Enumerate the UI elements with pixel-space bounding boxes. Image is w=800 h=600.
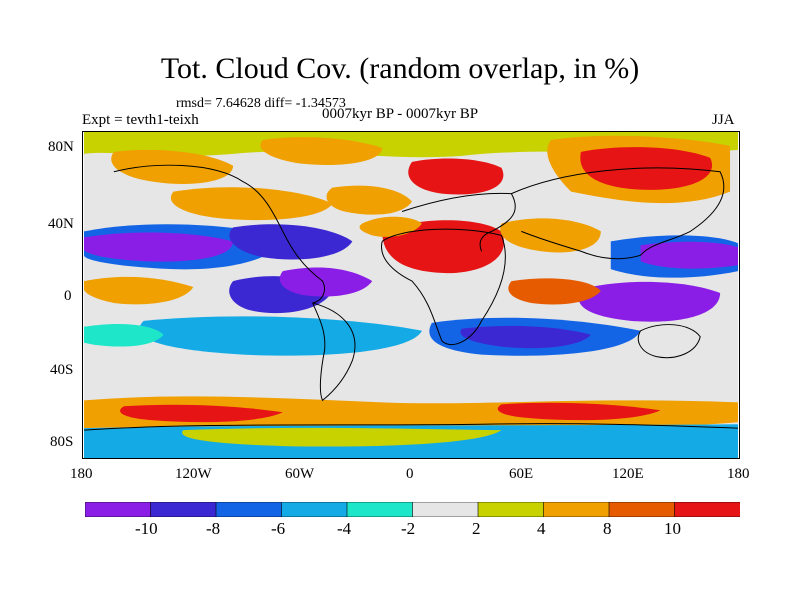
patch-sepac-teal [84,324,164,347]
patch-amazon-purple [279,267,373,297]
stats-label: rmsd= 7.64628 diff= -1.34573 [176,96,346,111]
lon-tick-60e: 60E [509,466,534,482]
colorbar-label: -8 [206,519,221,538]
lon-tick-180w: 180 [70,466,93,482]
patch-sahara-red [382,220,504,274]
cloud-cover-map [82,131,740,459]
colorbar [85,502,740,517]
patch-antarctica-yellow [182,427,502,447]
colorbar-label: 10 [664,519,681,538]
coast-africa [381,228,506,346]
patch-centam-blue [229,224,353,260]
patch-arabia-orange [500,218,601,253]
patch-spac-cyan [139,316,422,356]
lon-tick-0: 0 [406,466,414,482]
period-label: 0007kyr BP - 0007kyr BP [322,106,479,122]
lon-tick-120w: 120W [175,466,212,482]
colorbar-bin [543,502,610,517]
colorbar-bin [477,502,545,517]
patch-europe-red [408,158,504,195]
patch-sio-purple [460,325,591,349]
colorbar-bin [281,502,348,517]
colorbar-bin [608,502,676,517]
lat-tick-80n: 80N [48,139,74,155]
coast-australia [637,324,701,359]
lat-tick-40s: 40S [50,362,74,378]
patch-npac-orange [170,187,333,221]
colorbar-bin [346,502,414,517]
patch-so-red-a [120,404,283,423]
colorbar-bin [150,502,217,517]
anomaly-patches [84,132,738,458]
season-label: JJA [712,112,735,128]
colorbar-bin [215,502,283,517]
colorbar-label: 8 [603,519,612,538]
patch-greenland-orange [260,137,383,166]
patch-wpac-purple [640,241,738,269]
patch-natl-orange [326,185,412,215]
colorbar-bin [674,502,740,517]
patch-nepac-purple [84,232,234,262]
coastlines [83,164,739,431]
colorbar-bin [412,502,479,517]
lat-tick-0: 0 [64,288,72,304]
lon-tick-120e: 120E [612,466,644,482]
patch-alaska-orange [111,149,234,184]
coast-north-america [113,164,325,304]
colorbar-label: 4 [537,519,546,538]
patch-india-orange [508,278,601,305]
coast-asia [511,167,725,260]
lon-tick-180e: 180 [727,466,750,482]
patch-eqpac-orange [84,276,194,305]
lat-tick-80s: 80S [50,434,74,450]
colorbar-bins [85,502,740,517]
colorbar-label: -4 [337,519,352,538]
patch-indo-purple [578,281,721,322]
colorbar-label: 2 [472,519,481,538]
chart-title: Tot. Cloud Cov. (random overlap, in %) [160,52,640,85]
coast-europe [401,192,516,252]
colorbar-label: -2 [401,519,416,538]
coast-south-america [312,302,356,402]
lon-tick-60w: 60W [285,466,315,482]
patch-sahara-orange [359,216,422,237]
colorbar-label: -10 [135,519,158,538]
lat-tick-40n: 40N [48,216,74,232]
colorbar-bin [85,502,152,517]
coast-antarctica [83,423,739,431]
patch-so-red-b [497,402,661,421]
experiment-label: Expt = tevth1-teixh [82,112,199,128]
colorbar-label: -6 [271,519,286,538]
